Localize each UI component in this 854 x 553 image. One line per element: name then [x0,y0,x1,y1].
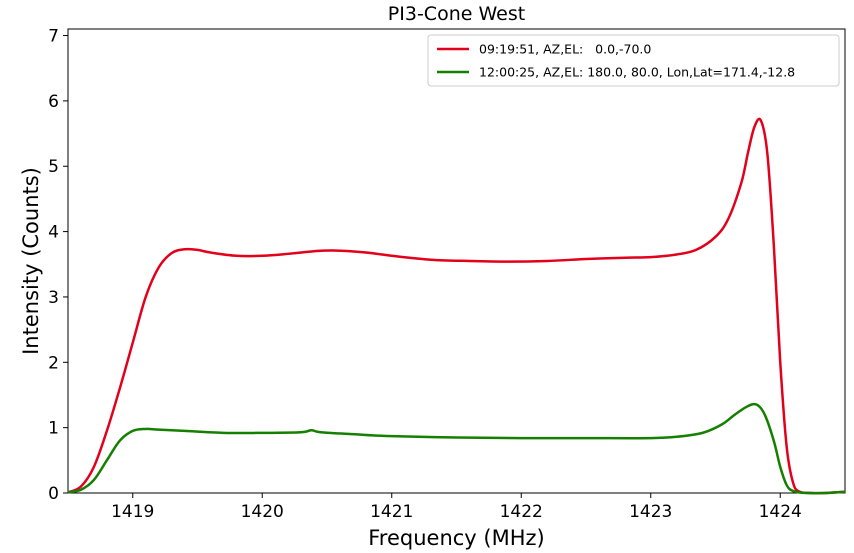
y-tick-label: 6 [48,92,59,112]
x-tick-label: 1424 [759,502,802,522]
y-tick-label: 2 [48,353,59,373]
y-tick-label: 7 [48,27,59,47]
y-tick-label: 4 [48,223,59,243]
y-tick-label: 1 [48,419,59,439]
legend-label-1: 09:19:51, AZ,EL: 0.0,-70.0 [479,42,651,57]
legend: 09:19:51, AZ,EL: 0.0,-70.0 12:00:25, AZ,E… [427,34,840,87]
y-tick-label: 3 [48,288,59,308]
legend-box [427,34,840,87]
y-axis: 0 1 2 3 4 5 6 7 [48,27,68,504]
x-tick-label: 1423 [629,502,672,522]
series-layer [67,117,846,495]
x-tick-label: 1419 [111,502,154,522]
series-line-1 [67,117,846,495]
x-tick-label: 1422 [500,502,543,522]
x-tick-label: 1421 [370,502,413,522]
y-axis-title: Intensity (Counts) [19,167,43,355]
plot-area-frame [67,28,846,494]
x-axis-title: Frequency (MHz) [368,526,544,550]
y-tick-label: 5 [48,157,59,177]
y-tick-label: 0 [48,484,59,504]
legend-label-2: 12:00:25, AZ,EL: 180.0, 80.0, Lon,Lat=17… [479,65,795,80]
x-tick-label: 1420 [241,502,284,522]
series-line-2 [67,402,846,495]
chart-title: PI3-Cone West [388,3,525,25]
x-axis: 1419 1420 1421 1422 1423 1424 [111,493,802,522]
